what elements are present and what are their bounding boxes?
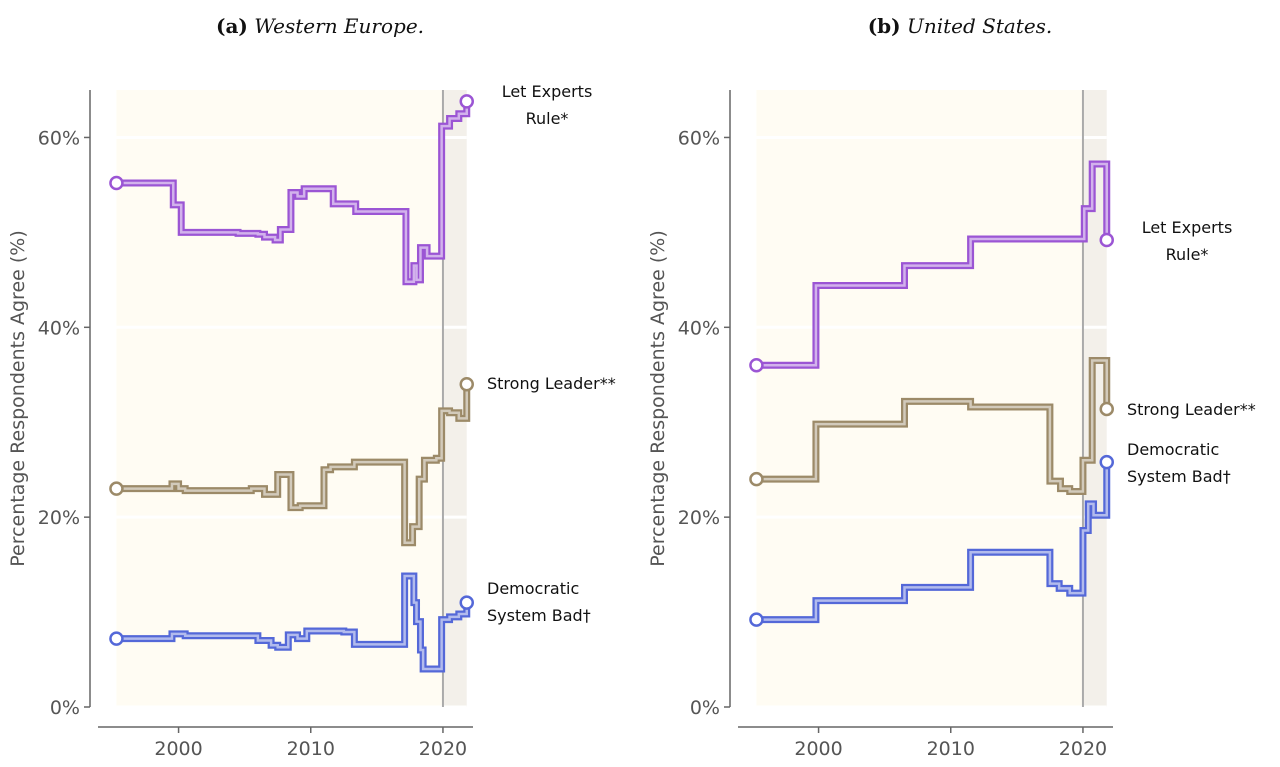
endpoint [459,377,474,392]
x-tick-label: 2010 [927,738,975,760]
y-tick-label: 40% [678,317,720,339]
endpoint [109,631,124,646]
panel-title: (a) Western Europe. [0,14,640,38]
endpoint [109,481,124,496]
endpoint [749,612,764,627]
series-line-inner [756,359,1108,493]
series-label: Democratic System Bad† [487,579,591,625]
panel-title-text: Western Europe. [254,14,425,38]
endpoint [749,471,764,487]
series-label: Strong Leader** [487,374,616,393]
endpoint [1099,454,1114,470]
x-tick-label: 2020 [1059,738,1107,760]
y-tick-label: 20% [678,507,720,529]
endpoint [459,94,474,109]
panel-label: (b) [867,14,901,38]
endpoint [109,175,124,191]
series-line-inner [116,574,468,671]
y-tick-label: 20% [38,507,80,529]
shaded-region [442,90,467,707]
endpoint [459,595,474,610]
series-line-inner [756,162,1108,367]
y-tick-label: 0% [50,697,80,719]
x-tick-label: 2000 [794,738,842,760]
endpoint [749,358,764,373]
y-axis-label: Percentage Respondents Agree (%) [647,230,669,567]
series-line-inner [116,384,468,545]
x-tick-label: 2010 [287,738,335,760]
series-line-inner [756,462,1108,621]
panel-title: (b) United States. [640,14,1280,38]
x-tick-label: 2000 [154,738,202,760]
series-label: Let Experts Rule* [501,82,593,128]
y-tick-label: 40% [38,317,80,339]
series-label: Democratic System Bad† [1127,440,1231,486]
y-axis-label: Percentage Respondents Agree (%) [7,230,29,567]
series-label: Strong Leader** [1127,400,1256,419]
endpoint [1099,232,1114,248]
x-tick-label: 2020 [419,738,467,760]
panel-title-text: United States. [906,14,1053,38]
series-label: Let Experts Rule* [1141,218,1233,264]
y-tick-label: 0% [690,697,720,719]
series-line-inner [116,101,468,283]
y-tick-label: 60% [38,127,80,149]
endpoint [1099,401,1114,417]
panel-label: (a) [215,14,248,38]
y-tick-label: 60% [678,127,720,149]
